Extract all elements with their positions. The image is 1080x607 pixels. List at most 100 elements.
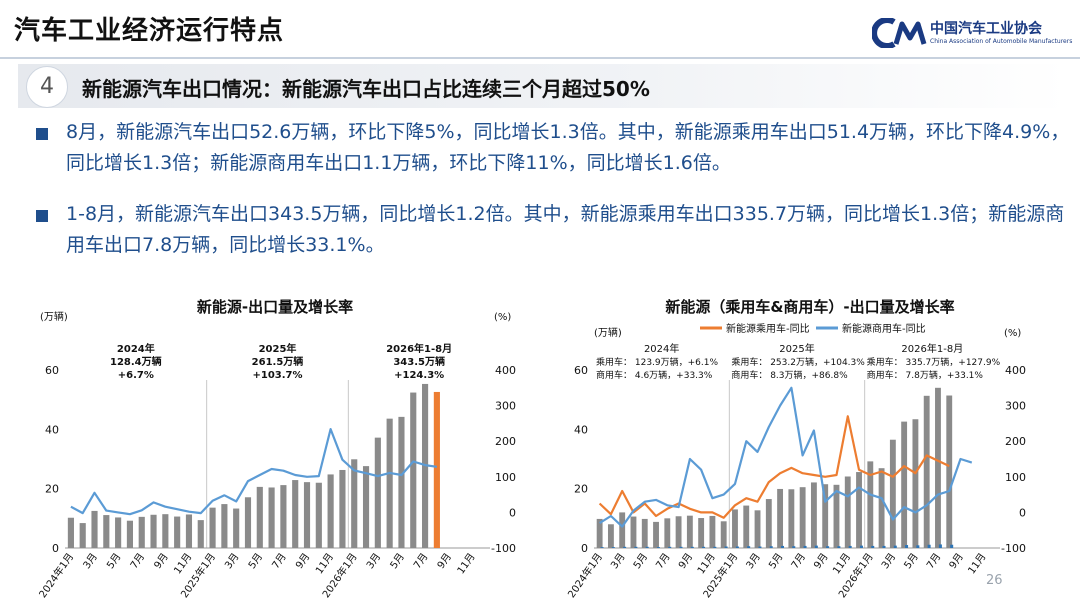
chart-nev-passenger-commercial: 新能源（乘用车&商用车）-出口量及增长率 (万辆) (%) 0 20 40 60 -100 0 1… bbox=[560, 290, 1070, 606]
bar-commercial bbox=[927, 544, 931, 548]
bar-commercial bbox=[702, 546, 706, 548]
chart-title: 新能源-出口量及增长率 bbox=[197, 298, 353, 316]
bar-commercial bbox=[905, 545, 909, 548]
page-title: 汽车工业经济运行特点 bbox=[14, 16, 285, 46]
y-tick-left: 0 bbox=[52, 542, 59, 555]
bar-commercial bbox=[713, 546, 717, 548]
bar bbox=[788, 489, 795, 548]
y-tick-right: 400 bbox=[1005, 364, 1026, 377]
header: 汽车工业经济运行特点 中国汽车工业协会 China Association of… bbox=[0, 0, 1080, 60]
y-tick-right: 0 bbox=[509, 506, 516, 519]
bar bbox=[138, 516, 145, 548]
bar bbox=[912, 419, 919, 548]
y-tick-right: 200 bbox=[1005, 435, 1026, 448]
bar bbox=[292, 480, 299, 548]
x-tick-label: 7月 bbox=[789, 551, 808, 571]
bar bbox=[619, 512, 626, 548]
bar bbox=[221, 504, 228, 548]
x-tick-label: 7月 bbox=[411, 551, 430, 571]
bar-commercial bbox=[916, 545, 920, 548]
chart-nev-exports: 新能源-出口量及增长率 (万辆) (%) 0 20 40 60 -100 0 100 200 300 4… bbox=[20, 290, 532, 606]
year-annotation-growth: +6.7% bbox=[118, 370, 154, 381]
y-tick-left: 20 bbox=[574, 483, 588, 496]
caam-logo-icon bbox=[872, 18, 927, 48]
bar bbox=[732, 509, 738, 548]
bar bbox=[709, 515, 716, 548]
header-divider bbox=[0, 57, 1080, 59]
x-tick-label: 3月 bbox=[744, 551, 763, 571]
bar-commercial bbox=[826, 546, 830, 548]
bar bbox=[233, 508, 240, 548]
year-annotation-commercial: 商用车： 8.3万辆，+86.8% bbox=[731, 369, 848, 381]
year-annotation-year: 2026年1-8月 bbox=[901, 342, 963, 355]
bar bbox=[630, 516, 637, 548]
x-tick-label: 11月 bbox=[313, 551, 336, 577]
bar bbox=[79, 523, 86, 548]
bar bbox=[67, 517, 74, 548]
bar-commercial bbox=[848, 545, 852, 548]
bar bbox=[162, 514, 169, 548]
bar bbox=[686, 515, 693, 548]
bar-commercial bbox=[600, 547, 604, 548]
bar bbox=[185, 514, 193, 548]
bar bbox=[641, 518, 648, 548]
x-tick-label: 5月 bbox=[766, 551, 785, 571]
x-tick-label: 9月 bbox=[293, 551, 312, 571]
x-tick-label: 3月 bbox=[81, 551, 100, 571]
bar bbox=[867, 461, 874, 548]
bullet-text: 8月，新能源汽车出口52.6万辆，环比下降5%，同比增长1.3倍。其中，新能源乘… bbox=[66, 121, 1070, 174]
y-tick-right: 300 bbox=[1005, 400, 1026, 413]
y-tick-left: 20 bbox=[45, 483, 59, 496]
bar bbox=[889, 439, 896, 548]
y-tick-right: -100 bbox=[491, 542, 516, 555]
y-tick-left: 0 bbox=[581, 542, 588, 555]
year-annotation-passenger: 乘用车： 253.2万辆，+104.3% bbox=[731, 356, 865, 368]
y-axis-left-label: (万辆) bbox=[40, 310, 68, 323]
bar bbox=[351, 459, 358, 548]
bar bbox=[607, 524, 614, 548]
bar-commercial bbox=[882, 545, 886, 548]
y-tick-right: -100 bbox=[1001, 542, 1026, 555]
bar bbox=[115, 517, 122, 548]
bar bbox=[664, 518, 671, 548]
bar-commercial bbox=[769, 546, 773, 548]
y-tick-right: 200 bbox=[495, 435, 516, 448]
x-tick-label: 2024年1月 bbox=[565, 550, 605, 600]
year-annotation-growth: +103.7% bbox=[252, 370, 302, 381]
bar bbox=[743, 505, 750, 548]
bar bbox=[810, 482, 817, 548]
bar bbox=[596, 518, 603, 548]
x-tick-label: 2024年1月 bbox=[36, 550, 76, 600]
x-tick-label: 7月 bbox=[270, 551, 289, 571]
bullet-august: 8月，新能源汽车出口52.6万辆，环比下降5%，同比增长1.3倍。其中，新能源乘… bbox=[36, 117, 1069, 181]
year-annotation-commercial: 商用车： 7.8万辆，+33.1% bbox=[867, 369, 984, 381]
x-tick-label: 5月 bbox=[104, 551, 123, 571]
bullet-square-icon bbox=[36, 128, 48, 140]
bar-commercial bbox=[814, 545, 818, 548]
bar-commercial bbox=[758, 546, 762, 548]
x-tick-label: 9月 bbox=[676, 551, 695, 571]
bar bbox=[315, 482, 322, 548]
bar bbox=[256, 486, 263, 548]
caam-logo: 中国汽车工业协会 China Association of Automobile… bbox=[872, 16, 1072, 52]
x-tick-label: 3月 bbox=[364, 551, 383, 571]
bar bbox=[799, 487, 806, 548]
bar bbox=[935, 387, 941, 548]
bar-commercial bbox=[656, 547, 660, 548]
growth-line bbox=[70, 428, 438, 516]
year-annotation-year: 2025年 bbox=[779, 342, 814, 355]
y-tick-right: 100 bbox=[1005, 471, 1026, 484]
bar bbox=[339, 469, 346, 548]
bar-commercial bbox=[747, 546, 751, 548]
y-axis-left-label: (万辆) bbox=[594, 326, 622, 339]
year-annotation-passenger: 乘用车： 123.9万辆，+6.1% bbox=[596, 356, 718, 368]
chart-svg: 新能源-出口量及增长率 (万辆) (%) 0 20 40 60 -100 0 100 200 300 4… bbox=[36, 298, 516, 600]
section-number: 4 bbox=[26, 66, 68, 108]
legend-label: 新能源商用车-同比 bbox=[842, 322, 926, 335]
year-annotation-total: 128.4万辆 bbox=[110, 355, 162, 368]
bar bbox=[923, 395, 930, 548]
logo-text-cn: 中国汽车工业协会 bbox=[930, 21, 1042, 37]
bar-commercial bbox=[735, 546, 739, 548]
x-tick-label: 5月 bbox=[902, 551, 921, 571]
bar bbox=[280, 485, 287, 548]
